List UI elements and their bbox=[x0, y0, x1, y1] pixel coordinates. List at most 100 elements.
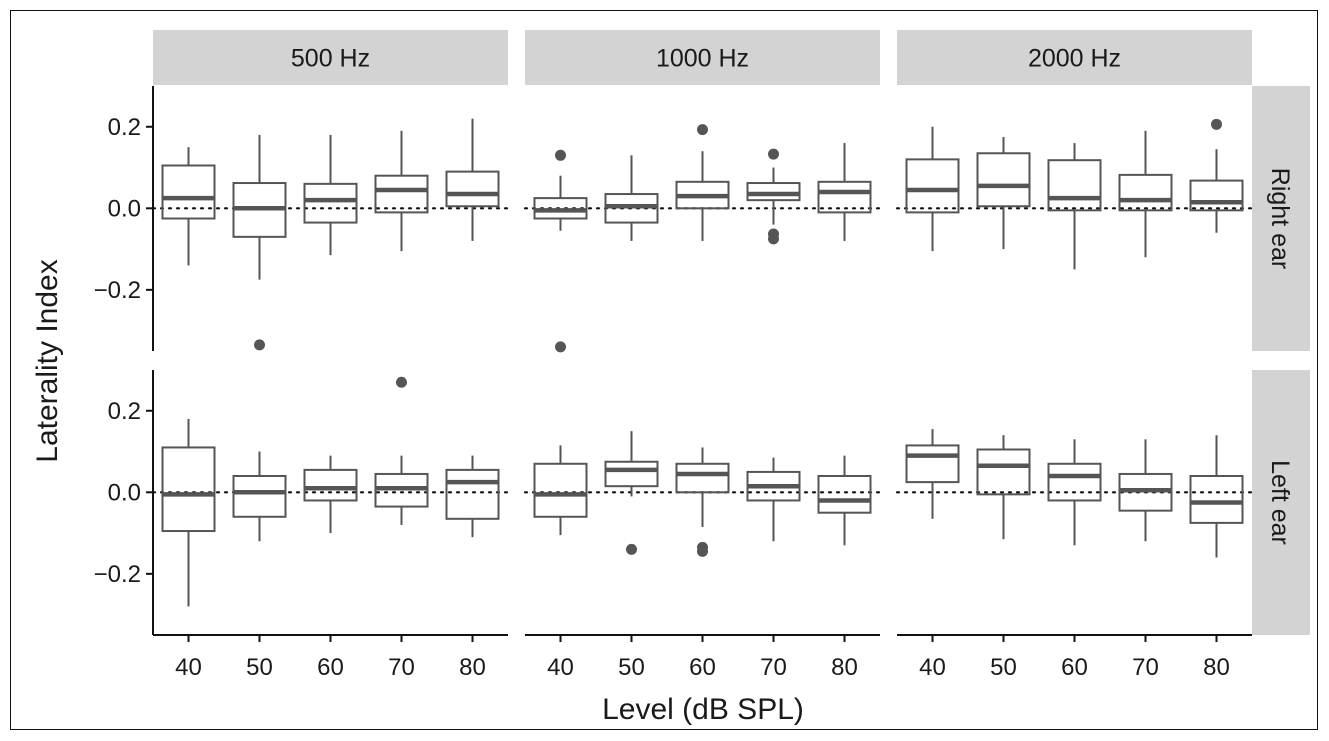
x-tick-label: 50 bbox=[990, 654, 1017, 681]
box-60 bbox=[1047, 143, 1102, 270]
strip-row-label: Left ear bbox=[1266, 460, 1294, 545]
box-50 bbox=[232, 451, 287, 542]
box-iqr bbox=[303, 468, 358, 502]
strip-column-bg bbox=[525, 30, 880, 85]
box-iqr bbox=[1189, 475, 1244, 524]
panel bbox=[523, 431, 882, 557]
strip-row-label: Right ear bbox=[1266, 168, 1294, 269]
x-tick-label: 60 bbox=[1061, 654, 1088, 681]
x-tick-label: 50 bbox=[246, 654, 273, 681]
outlier-point bbox=[1211, 118, 1222, 130]
strip-column-bg bbox=[897, 30, 1252, 85]
y-tick-label: 0.2 bbox=[108, 398, 141, 425]
panel bbox=[523, 124, 882, 353]
box-60 bbox=[1047, 439, 1102, 546]
strip-row-bg bbox=[1252, 86, 1310, 351]
x-tick-label: 70 bbox=[760, 654, 787, 681]
box-40 bbox=[905, 126, 960, 252]
box-iqr bbox=[1047, 462, 1102, 502]
box-iqr bbox=[976, 152, 1031, 208]
box-iqr bbox=[374, 174, 429, 214]
box-70 bbox=[746, 148, 801, 245]
outlier-point bbox=[555, 149, 566, 161]
panels bbox=[151, 118, 1254, 607]
box-iqr bbox=[1189, 179, 1244, 212]
box-60 bbox=[675, 447, 730, 557]
box-iqr bbox=[533, 462, 588, 518]
box-50 bbox=[976, 136, 1031, 250]
y-axes: −0.2 0.0 0.2 −0.2 0.0 0.2 bbox=[94, 86, 154, 635]
y-tick-label: 0.2 bbox=[108, 114, 141, 141]
box-iqr bbox=[232, 475, 287, 518]
y-tick-label: −0.2 bbox=[94, 561, 141, 588]
box-iqr bbox=[817, 475, 872, 514]
strip-row-bg bbox=[1252, 370, 1310, 635]
box-iqr bbox=[675, 462, 730, 494]
figure-border bbox=[10, 10, 1318, 730]
box-50 bbox=[976, 435, 1031, 540]
y-tick-label: −0.2 bbox=[94, 277, 141, 304]
box-80 bbox=[1189, 118, 1244, 233]
outlier-point bbox=[254, 339, 265, 351]
box-iqr bbox=[817, 180, 872, 214]
box-iqr bbox=[1047, 159, 1102, 212]
strip-column-bg bbox=[153, 30, 508, 85]
x-tick-label: 80 bbox=[1203, 654, 1230, 681]
box-80 bbox=[1189, 435, 1244, 558]
box-iqr bbox=[161, 164, 216, 220]
x-tick-label: 60 bbox=[317, 654, 344, 681]
box-60 bbox=[303, 455, 358, 534]
box-60 bbox=[303, 134, 358, 256]
outlier-point bbox=[555, 341, 566, 353]
box-iqr bbox=[445, 170, 500, 208]
box-40 bbox=[533, 445, 588, 536]
x-tick-label: 40 bbox=[547, 654, 574, 681]
y-tick-label: 0.0 bbox=[108, 195, 141, 222]
x-tick-label: 40 bbox=[919, 654, 946, 681]
box-iqr bbox=[746, 182, 801, 202]
box-70 bbox=[374, 130, 429, 252]
x-tick-label: 60 bbox=[689, 654, 716, 681]
x-tick-label: 70 bbox=[388, 654, 415, 681]
box-iqr bbox=[905, 158, 960, 214]
y-tick-label: 0.0 bbox=[108, 479, 141, 506]
box-iqr bbox=[1118, 173, 1173, 212]
y-axis-title: Laterality Index bbox=[31, 259, 64, 462]
box-40 bbox=[161, 418, 216, 607]
box-70 bbox=[1118, 439, 1173, 542]
column-strips: 500 Hz 1000 Hz 2000 Hz bbox=[153, 30, 1252, 85]
x-tick-label: 70 bbox=[1132, 654, 1159, 681]
box-70 bbox=[1118, 130, 1173, 258]
x-tick-label: 80 bbox=[831, 654, 858, 681]
outlier-point bbox=[697, 545, 708, 557]
strip-column-label: 1000 Hz bbox=[656, 45, 749, 73]
box-iqr bbox=[905, 444, 960, 484]
box-50 bbox=[604, 155, 659, 241]
box-iqr bbox=[303, 182, 358, 224]
outlier-point bbox=[768, 148, 779, 160]
panel bbox=[895, 429, 1254, 558]
outlier-point bbox=[626, 543, 637, 555]
box-70 bbox=[746, 457, 801, 542]
outlier-point bbox=[768, 233, 779, 245]
box-iqr bbox=[604, 460, 659, 488]
panel bbox=[895, 118, 1254, 270]
row-strips: Right ear Left ear bbox=[1252, 86, 1310, 635]
box-40 bbox=[905, 429, 960, 519]
box-iqr bbox=[445, 468, 500, 520]
outlier-point bbox=[396, 376, 407, 388]
panel bbox=[151, 118, 510, 351]
x-tick-label: 40 bbox=[175, 654, 202, 681]
box-iqr bbox=[976, 448, 1031, 496]
box-iqr bbox=[161, 446, 216, 533]
panel bbox=[151, 376, 510, 607]
box-50 bbox=[232, 134, 287, 351]
box-40 bbox=[533, 149, 588, 353]
box-80 bbox=[817, 143, 872, 241]
strip-column-label: 2000 Hz bbox=[1028, 45, 1121, 73]
box-80 bbox=[817, 455, 872, 546]
x-axis-title: Level (dB SPL) bbox=[602, 693, 804, 726]
x-axes: 40 50 60 70 80 40 50 60 70 80 40 50 60 70 80 bbox=[153, 634, 1252, 681]
box-70 bbox=[374, 376, 429, 525]
